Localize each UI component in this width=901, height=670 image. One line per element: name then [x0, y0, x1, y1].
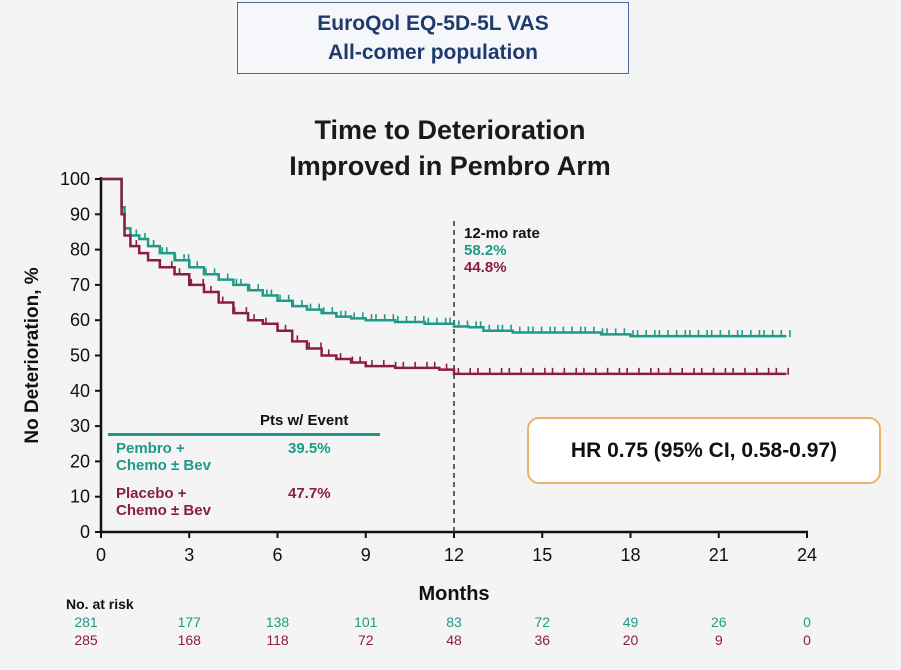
risk-pembro-0: 281 [74, 614, 98, 630]
risk-pembro-5: 72 [534, 614, 551, 630]
legend-placebo-line2: Chemo ± Bev [116, 502, 211, 519]
x-tick-label-9: 9 [361, 545, 371, 565]
x-tick-label-24: 24 [797, 545, 817, 565]
legend: Pts w/ Event Pembro + Chemo ± Bev 39.5% … [108, 412, 380, 522]
hazard-ratio-box: HR 0.75 (95% CI, 0.58-0.97) [527, 417, 881, 484]
y-tick-label-40: 40 [70, 381, 90, 401]
legend-pembro-line2: Chemo ± Bev [116, 457, 211, 474]
risk-placebo-4: 48 [446, 632, 462, 648]
x-axis-label: Months [418, 583, 489, 605]
x-tick-label-0: 0 [96, 545, 106, 565]
risk-placebo-0: 285 [74, 632, 98, 648]
y-tick-label-0: 0 [80, 522, 90, 542]
legend-pembro-value: 39.5% [288, 440, 331, 457]
x-tick-label-6: 6 [272, 545, 282, 565]
x-tick-label-3: 3 [184, 545, 194, 565]
chart-title-line2: Improved in Pembro Arm [289, 151, 611, 181]
risk-pembro-4: 83 [446, 614, 462, 630]
km-curve-pembro [101, 177, 787, 338]
y-tick-label-90: 90 [70, 204, 90, 224]
risk-placebo-2: 118 [266, 632, 289, 648]
legend-pembro-line1: Pembro + [116, 440, 185, 457]
legend-placebo-line1: Placebo + [116, 485, 187, 502]
legend-placebo-label: Placebo + Chemo ± Bev [116, 485, 211, 519]
legend-divider [108, 433, 380, 436]
chart-title-line1: Time to Deterioration [314, 115, 586, 145]
header-line1: EuroQol EQ-5D-5L VAS [317, 12, 549, 35]
rate-placebo: 44.8% [464, 259, 507, 276]
x-tick-label-21: 21 [709, 545, 729, 565]
risk-placebo-7: 9 [714, 632, 723, 648]
legend-header: Pts w/ Event [260, 412, 349, 429]
risk-placebo-1: 168 [177, 632, 201, 648]
x-tick-label-12: 12 [444, 545, 464, 565]
risk-pembro-3: 101 [354, 614, 378, 630]
header-box: EuroQol EQ-5D-5L VAS All-comer populatio… [237, 2, 629, 74]
header-line2: All-comer population [328, 41, 538, 64]
risk-pembro-7: 26 [710, 614, 727, 630]
rate-pembro: 58.2% [464, 242, 507, 259]
risk-table-title: No. at risk [66, 596, 134, 612]
y-tick-label-70: 70 [70, 275, 90, 295]
risk-placebo-5: 36 [534, 632, 551, 648]
y-tick-label-30: 30 [70, 416, 90, 436]
risk-pembro-2: 138 [265, 614, 290, 630]
risk-pembro-6: 49 [622, 614, 639, 630]
risk-placebo-6: 20 [622, 632, 639, 648]
risk-pembro-1: 177 [177, 614, 201, 630]
risk-pembro-8: 0 [803, 614, 811, 630]
y-axis-label: No Deterioration, % [22, 267, 43, 443]
chart-title: Time to Deterioration Improved in Pembro… [180, 112, 720, 184]
risk-placebo-8: 0 [803, 632, 811, 648]
y-tick-label-80: 80 [70, 240, 90, 260]
km-curve-placebo [101, 177, 787, 376]
x-tick-label-18: 18 [620, 545, 640, 565]
rate-title: 12-mo rate [464, 225, 540, 242]
y-tick-label-60: 60 [70, 310, 90, 330]
rate-annotation: 12-mo rate 58.2% 44.8% [464, 225, 540, 276]
y-tick-label-10: 10 [70, 487, 90, 507]
legend-pembro-label: Pembro + Chemo ± Bev [116, 440, 211, 474]
y-tick-label-100: 100 [60, 169, 90, 189]
legend-placebo-value: 47.7% [288, 485, 331, 502]
y-tick-label-20: 20 [70, 451, 90, 471]
y-tick-label-50: 50 [70, 346, 90, 366]
risk-placebo-3: 72 [357, 632, 374, 648]
x-tick-label-15: 15 [532, 545, 552, 565]
